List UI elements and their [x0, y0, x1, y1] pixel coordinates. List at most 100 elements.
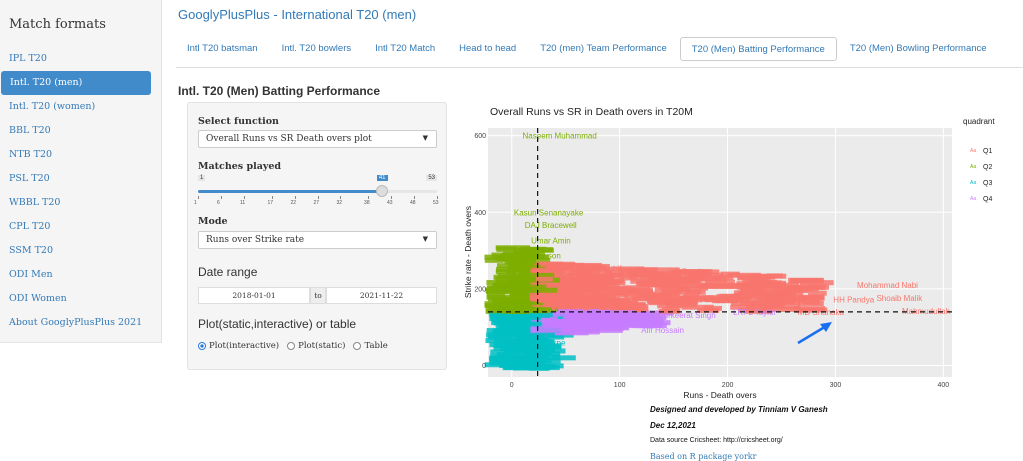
tab[interactable]: T20 (men) Team Performance: [540, 43, 667, 54]
tab[interactable]: Intl T20 batsman: [187, 43, 258, 54]
data-point-Q1: [797, 300, 824, 306]
data-point-Q1: [631, 296, 661, 302]
data-point-Q1: [564, 305, 589, 311]
slider-handle[interactable]: [375, 185, 388, 197]
data-point-Q1: [736, 281, 764, 287]
sidebar-item[interactable]: WBBL T20: [9, 197, 61, 208]
slider-tick-label: 27: [313, 200, 320, 206]
data-point-Q1: [629, 302, 646, 308]
controls-panel: Select function Overall Runs vs SR Death…: [187, 102, 447, 370]
data-point-Q4: [631, 323, 654, 329]
select-function-label: Select function: [198, 116, 279, 127]
tab[interactable]: T20 (Men) Bowling Performance: [849, 43, 987, 54]
data-point-Q1: [776, 295, 798, 301]
slider-tick-label: 22: [290, 200, 297, 206]
data-point-Q2: [495, 245, 531, 251]
point-label: Umar Amin: [531, 236, 571, 245]
data-point-Q4: [617, 312, 650, 318]
data-point-Q1: [549, 295, 583, 301]
data-point-Q1: [530, 281, 560, 287]
radio-circle[interactable]: [353, 342, 362, 350]
slider-tick: [220, 196, 222, 199]
legend-key-icon: Aa: [970, 180, 976, 186]
sidebar-item[interactable]: NTB T20: [9, 149, 53, 160]
data-point-Q1: [705, 279, 735, 285]
matches-slider[interactable]: 1 53 41 1 6 11 17 22 27 32 38 43 48 53: [194, 175, 439, 207]
data-point-Q1: [761, 283, 782, 289]
date-to-input[interactable]: 2021-11-22: [326, 287, 437, 304]
scatter-plot[interactable]: Overall Runs vs SR in Death overs in T20…: [458, 100, 1018, 400]
y-tick-label: 0: [482, 363, 486, 370]
data-point-Q1: [766, 273, 783, 279]
sidebar-item[interactable]: ODI Men: [9, 269, 53, 280]
data-point-Q3: [488, 311, 511, 317]
sidebar-item[interactable]: About GooglyPlusPlus 2021: [9, 317, 143, 328]
data-point-Q1: [746, 303, 778, 309]
mode-label: Mode: [198, 216, 228, 227]
point-label: Najibullah Zadran: [755, 295, 818, 304]
data-point-Q2: [518, 247, 554, 253]
radio-plot-static[interactable]: Plot(static): [287, 341, 345, 351]
slider-tick: [198, 196, 199, 199]
slider-tick: [340, 196, 342, 199]
data-point-Q1: [679, 295, 714, 301]
data-point-Q2: [509, 295, 539, 301]
radio-circle[interactable]: [198, 342, 206, 350]
y-tick-label: 400: [474, 210, 486, 217]
mode-dropdown[interactable]: Runs over Strike rate ▼: [198, 231, 437, 249]
date-from-input[interactable]: 2018-01-01: [198, 287, 310, 304]
footer-date: Dec 12,2021: [650, 421, 696, 430]
data-point-Q1: [790, 278, 818, 284]
sidebar-item[interactable]: ODI Women: [9, 293, 67, 304]
data-point-Q1: [598, 297, 616, 303]
point-label: Mohammad Kashif: [555, 265, 622, 274]
slider-tick: [414, 196, 416, 199]
data-point-Q4: [549, 322, 584, 328]
data-point-Q4: [579, 312, 612, 318]
sidebar-item[interactable]: CPL T20: [9, 221, 51, 232]
data-point-Q1: [636, 267, 658, 273]
data-point-Q2: [501, 252, 536, 258]
tab[interactable]: T20 (Men) Batting Performance: [679, 37, 837, 61]
based-on-link[interactable]: Based on R package yorkr: [650, 452, 757, 461]
radio-circle[interactable]: [287, 342, 296, 350]
slider-tick-label: 53: [433, 200, 439, 206]
select-function-dropdown[interactable]: Overall Runs vs SR Death overs plot ▼: [198, 130, 437, 148]
data-point-Q1: [737, 284, 764, 290]
data-point-Q1: [536, 276, 553, 282]
data-point-Q1: [604, 290, 636, 296]
tab[interactable]: Intl. T20 bowlers: [281, 43, 352, 54]
sidebar-item[interactable]: Intl. T20 (men): [1, 71, 151, 95]
slider-fill: [198, 190, 382, 193]
data-point-Q1: [797, 307, 828, 313]
designed-by: Designed and developed by Tinniam V Gane…: [650, 405, 828, 414]
sidebar-item[interactable]: SSM T20: [9, 245, 54, 256]
sidebar-item[interactable]: IPL T20: [9, 53, 47, 64]
data-point-Q1: [568, 283, 593, 289]
radio-label: Plot(static): [298, 341, 346, 351]
data-point-Q1: [580, 286, 616, 292]
sidebar: Match formats IPL T20 Intl. T20 (men) Intl…: [0, 0, 162, 343]
data-point-Q1: [694, 272, 724, 278]
sidebar-item[interactable]: PSL T20: [9, 173, 50, 184]
point-label: MD Shanaka: [798, 308, 845, 317]
data-point-Q1: [557, 265, 582, 271]
radio-table[interactable]: Table: [353, 341, 388, 351]
sidebar-item[interactable]: BBL T20: [9, 125, 51, 136]
data-point-Q4: [572, 318, 589, 324]
data-point-Q1: [569, 289, 599, 295]
data-point-Q1: [568, 293, 604, 299]
x-tick-label: 100: [614, 382, 626, 389]
legend-key-icon: Aa: [970, 148, 976, 154]
sidebar-item[interactable]: Intl. T20 (women): [9, 101, 96, 112]
data-point-Q1: [792, 295, 822, 301]
data-point-Q3: [490, 314, 507, 320]
data-point-Q1: [698, 284, 719, 290]
tab[interactable]: Intl T20 Match: [375, 43, 436, 54]
radio-plot-interactive[interactable]: Plot(interactive): [198, 341, 279, 351]
tab[interactable]: Head to head: [459, 43, 517, 54]
data-point-Q1: [685, 289, 702, 295]
y-tick-label: 200: [474, 286, 486, 293]
data-point-Q1: [654, 286, 690, 292]
legend-label: Q2: [983, 164, 992, 171]
